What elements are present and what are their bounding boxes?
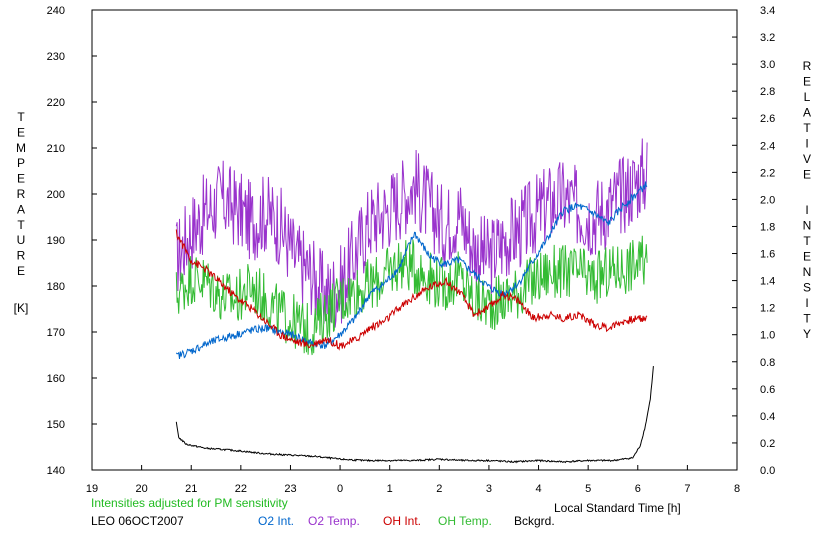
left-tick-label: 150 (47, 419, 65, 431)
x-tick-label: 20 (135, 483, 147, 495)
x-tick-label: 2 (436, 483, 442, 495)
left-tick-label: 190 (47, 235, 65, 247)
left-axis-label-letter: P (17, 156, 25, 170)
right-axis-label-letter: I (805, 137, 808, 151)
legend-entry: OH Temp. (438, 514, 492, 528)
x-tick-label: 6 (635, 483, 641, 495)
right-axis-label-letter: L (804, 90, 811, 104)
x-tick-label: 21 (185, 483, 197, 495)
right-axis-label-letter: E (803, 250, 811, 264)
right-tick-label: 2.0 (760, 194, 775, 206)
right-axis: 0.0 0.2 0.4 0.6 0.8 1.0 1.2 1.4 1.6 1.8 2.0 2.2 2.4 2… (732, 5, 775, 477)
series-line-o2-temp (175, 138, 648, 328)
right-tick-label: 2.4 (760, 140, 775, 152)
right-axis-label-letter: I (805, 296, 808, 310)
series-layer (175, 138, 654, 464)
plot-frame (91, 9, 738, 471)
legend: O2 Int. O2 Temp. OH Int. OH Temp. Bckgrd. (258, 514, 555, 528)
left-axis: 140 150 160 170 180 190 200 210 220 230 240 (47, 5, 97, 477)
right-tick-label: 0.4 (760, 411, 775, 423)
x-tick-label: 4 (535, 483, 541, 495)
right-tick-label: 0.6 (760, 384, 775, 396)
left-tick-label: 170 (47, 327, 65, 339)
x-tick-label: 8 (734, 483, 740, 495)
right-axis-label-letter: A (803, 106, 811, 120)
legend-entry: Bckgrd. (514, 514, 555, 528)
right-axis-label-letter: T (803, 234, 811, 248)
right-axis-label-letter: R (803, 59, 812, 73)
left-axis-label-letter: A (17, 202, 25, 216)
x-tick-label: 19 (86, 483, 98, 495)
right-axis-label-letter: N (803, 265, 812, 279)
left-axis-label-letter: R (17, 187, 26, 201)
right-tick-label: 2.8 (760, 86, 775, 98)
left-tick-label: 140 (47, 465, 65, 477)
x-tick-label: 22 (235, 483, 247, 495)
left-axis-label-letter: E (17, 125, 25, 139)
right-axis-label-letter: T (803, 121, 811, 135)
left-axis-label-letter: R (17, 249, 26, 263)
right-axis-label-letter: T (803, 312, 811, 326)
right-tick-label: 3.0 (760, 59, 775, 71)
right-tick-label: 2.6 (760, 113, 775, 125)
left-tick-label: 200 (47, 189, 65, 201)
legend-entry: OH Int. (383, 514, 421, 528)
right-axis-label-letter: E (803, 168, 811, 182)
right-axis-label-letter: S (803, 281, 811, 295)
right-axis-label-letter: V (803, 152, 811, 166)
left-axis-label-letter: U (17, 233, 26, 247)
x-tick-label: 5 (585, 483, 591, 495)
right-tick-label: 3.4 (760, 5, 775, 17)
legend-entry: O2 Int. (258, 514, 294, 528)
right-tick-label: 1.6 (760, 249, 775, 261)
series-line-bckgrd (175, 366, 654, 464)
left-tick-label: 240 (47, 5, 65, 17)
left-tick-label: 180 (47, 281, 65, 293)
left-tick-label: 230 (47, 51, 65, 63)
right-axis-label-letter: N (803, 219, 812, 233)
left-tick-label: 160 (47, 373, 65, 385)
left-axis-label-letter: T (17, 110, 25, 124)
right-tick-label: 0.8 (760, 357, 775, 369)
x-axis-title: Local Standard Time [h] (554, 501, 681, 515)
left-tick-label: 210 (47, 143, 65, 155)
right-tick-label: 2.2 (760, 167, 775, 179)
right-tick-label: 1.8 (760, 221, 775, 233)
left-axis-label-letter: M (16, 141, 26, 155)
x-tick-label: 23 (284, 483, 296, 495)
series-line-o2-int (175, 181, 648, 359)
series-line-oh-temp (175, 235, 648, 356)
right-tick-label: 1.2 (760, 303, 775, 315)
legend-entry: O2 Temp. (308, 514, 360, 528)
left-tick-label: 220 (47, 97, 65, 109)
x-tick-label: 1 (387, 483, 393, 495)
x-tick-label: 7 (684, 483, 690, 495)
right-axis-label-letter: Y (803, 327, 811, 341)
left-axis-label-letter: E (17, 172, 25, 186)
right-tick-label: 1.0 (760, 330, 775, 342)
x-tick-label: 3 (486, 483, 492, 495)
right-tick-label: 0.0 (760, 465, 775, 477)
right-axis-label-letter: E (803, 75, 811, 89)
left-axis-unit: [K] (14, 301, 29, 315)
left-axis-label-letter: E (17, 264, 25, 278)
note-text: Intensities adjusted for PM sensitivity (91, 496, 288, 510)
right-tick-label: 1.4 (760, 276, 775, 288)
right-axis-label-letter: I (805, 203, 808, 217)
right-tick-label: 0.2 (760, 438, 775, 450)
station-date: LEO 06OCT2007 (91, 514, 184, 528)
series-line-oh-int (175, 229, 648, 351)
right-tick-label: 3.2 (760, 32, 775, 44)
x-axis: 19 20 21 22 23 0 1 2 3 4 5 6 7 8 (86, 465, 740, 495)
left-axis-label-letter: T (17, 218, 25, 232)
x-tick-label: 0 (337, 483, 343, 495)
